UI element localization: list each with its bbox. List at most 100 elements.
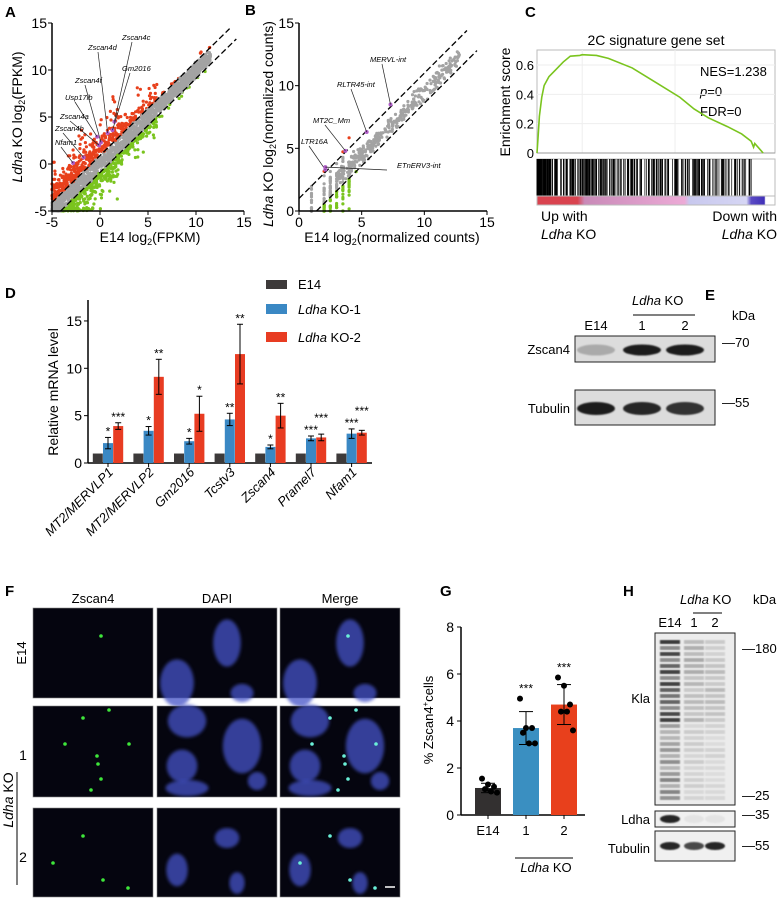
- blot-e-membrane-tubulin: [574, 389, 716, 426]
- blot-e-row-zscan4: Zscan4: [527, 342, 570, 357]
- data-point: [65, 179, 69, 183]
- data-point: [61, 188, 65, 192]
- data-point: [96, 184, 100, 188]
- data-point: [412, 90, 416, 94]
- micrograph-merge-1: [279, 704, 401, 798]
- blot-h-group-label: Ldha KO: [680, 592, 731, 607]
- significance-label: ***: [519, 682, 533, 696]
- smear-band: [705, 646, 725, 650]
- smear-band: [705, 784, 725, 788]
- smear-band: [684, 640, 704, 644]
- smear-band: [705, 688, 725, 692]
- annotation-label: Gm2016: [122, 64, 152, 73]
- gsea-ylabel: Enrichment score: [497, 47, 513, 156]
- annotation-label: LTR16A: [301, 137, 328, 146]
- data-point: [413, 100, 417, 104]
- smear-band: [684, 664, 704, 668]
- data-point: [160, 114, 164, 118]
- significance-label: ***: [345, 416, 359, 430]
- significance-label: ***: [304, 423, 318, 437]
- zscan4-signal: [99, 634, 103, 638]
- significance-label: *: [197, 383, 202, 397]
- data-point: [107, 172, 111, 177]
- data-point: [78, 147, 82, 151]
- data-point: [52, 193, 57, 198]
- data-point: [83, 202, 87, 206]
- data-point: [366, 140, 370, 144]
- y-tick-label: 0: [446, 807, 454, 823]
- smear-band: [705, 724, 725, 728]
- data-point: [420, 88, 424, 92]
- data-point: [309, 195, 314, 199]
- data-point: [88, 196, 92, 200]
- data-point: [85, 180, 89, 184]
- data-point: [58, 173, 63, 177]
- data-point: [438, 76, 442, 80]
- annotation-label: Zscan4f: [74, 76, 103, 85]
- data-point: [78, 191, 82, 195]
- data-point: [128, 118, 132, 123]
- data-point: [341, 180, 345, 184]
- annotation-leader: [350, 88, 368, 133]
- data-point: [110, 170, 114, 174]
- data-point: [148, 97, 153, 101]
- data-point: [377, 142, 381, 146]
- x-tick-label: 5: [358, 214, 366, 230]
- blot-h-row-tubulin: Tubulin: [608, 841, 650, 856]
- protein-band: [705, 842, 725, 850]
- micro-row-ko1: 1: [19, 747, 27, 763]
- data-point: [406, 110, 410, 114]
- protein-band: [577, 344, 615, 356]
- data-point: [87, 178, 91, 182]
- bar: [174, 453, 184, 463]
- y-tick-label: 0: [39, 156, 47, 172]
- x-tick-label: Tcstv3: [201, 464, 238, 501]
- zscan4-signal: [346, 634, 350, 638]
- blot-h-row-ldha: Ldha: [621, 812, 651, 827]
- data-point: [402, 104, 406, 108]
- data-point: [111, 173, 115, 178]
- data-point: [98, 123, 102, 127]
- smear-band: [684, 730, 704, 734]
- smear-band: [705, 682, 725, 686]
- data-point: [121, 136, 125, 140]
- data-point: [402, 117, 406, 121]
- annotation-leader: [114, 41, 133, 122]
- data-point: [167, 106, 171, 110]
- annotation-leader: [381, 63, 391, 105]
- data-point: [104, 155, 108, 159]
- data-point: [136, 137, 140, 141]
- data-point: [99, 196, 104, 200]
- y-tick-label: 10: [31, 62, 47, 78]
- protein-band: [666, 344, 704, 356]
- annotation-label: Zscan4d: [87, 43, 118, 52]
- data-point: [109, 145, 113, 149]
- data-point: [147, 86, 151, 91]
- annotation-label: ETnERV3-int: [397, 161, 442, 170]
- data-point: [71, 201, 75, 206]
- data-point: [371, 141, 375, 145]
- annotation-label: Zscan4c: [121, 33, 151, 42]
- gsea-right-label-2: Ldha KO: [722, 226, 777, 242]
- data-point: [453, 64, 457, 68]
- data-point: [137, 120, 141, 124]
- data-point: [115, 197, 119, 201]
- data-point: [81, 170, 85, 174]
- data-point: [488, 788, 494, 795]
- data-point: [374, 137, 378, 141]
- data-point: [387, 124, 391, 128]
- dapi-colony: [345, 718, 385, 774]
- data-point: [204, 58, 208, 62]
- significance-label: *: [146, 414, 151, 428]
- data-point: [154, 125, 158, 129]
- data-point: [141, 150, 145, 154]
- data-point: [363, 149, 367, 154]
- data-point: [91, 142, 95, 146]
- smear-band: [705, 664, 725, 668]
- y-tick-label: 0.6: [516, 58, 534, 73]
- data-point: [116, 172, 120, 176]
- data-point: [98, 158, 102, 162]
- data-point: [63, 175, 67, 179]
- dapi-colony: [230, 683, 254, 703]
- data-point: [376, 135, 380, 139]
